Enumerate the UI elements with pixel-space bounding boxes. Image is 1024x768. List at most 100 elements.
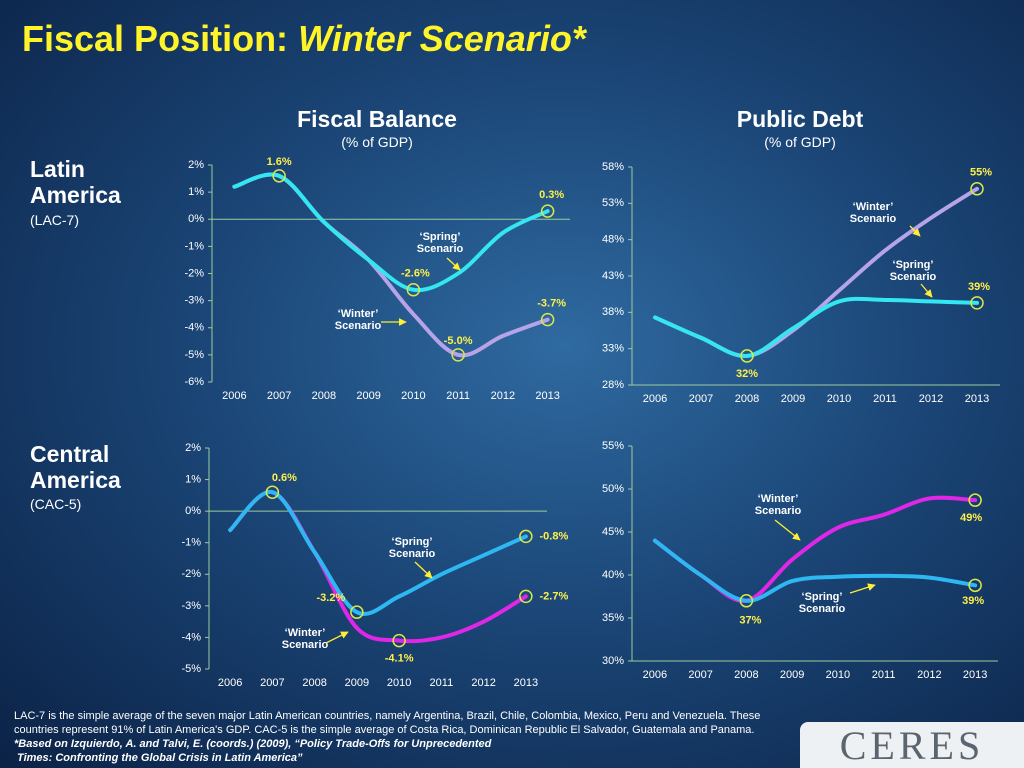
line-series (232, 172, 550, 293)
line-series (652, 538, 978, 603)
x-tick-label: 2010 (387, 677, 411, 689)
data-label: 55% (970, 167, 992, 179)
point-marker (519, 589, 533, 604)
x-tick-label: 2007 (688, 669, 712, 681)
x-tick-label: 2008 (734, 669, 758, 681)
line-series (228, 490, 528, 644)
x-tick-label: 2013 (965, 393, 989, 405)
row-title: Latin America (30, 156, 121, 208)
x-tick-label: 2010 (826, 669, 850, 681)
line-series (652, 495, 978, 603)
x-tick-label: 2011 (873, 393, 897, 405)
annotation: Scenario (890, 271, 937, 283)
x-tick-label: 2009 (781, 393, 805, 405)
data-label: 1.6% (267, 156, 292, 168)
footnote-source: Times: Confronting the Global Crisis in … (14, 752, 303, 764)
title-text: Fiscal Position: (22, 18, 289, 59)
x-tick-label: 2013 (963, 669, 987, 681)
data-label: -4.1% (385, 652, 414, 664)
line-series (232, 172, 550, 358)
y-tick-label: -5% (184, 349, 204, 361)
point-marker (392, 633, 406, 648)
y-tick-label: 58% (602, 161, 624, 173)
y-tick-label: 53% (602, 197, 624, 209)
column-title: Fiscal Balance (297, 106, 457, 132)
point-marker (968, 493, 982, 507)
x-tick-label: 2008 (312, 390, 336, 402)
x-tick-label: 2006 (643, 669, 667, 681)
y-tick-label: -3% (181, 600, 201, 612)
x-tick-label: 2007 (260, 677, 284, 689)
annotation: ‘Spring’ (893, 259, 934, 271)
column-subtitle: (% of GDP) (764, 134, 836, 150)
data-label: 0.3% (539, 189, 564, 201)
data-label: -5.0% (444, 335, 473, 347)
annotation: ‘Winter’ (853, 201, 894, 213)
data-label: 39% (962, 595, 984, 607)
row-title: Central America (30, 441, 121, 493)
column-subtitle: (% of GDP) (341, 134, 413, 150)
x-tick-label: 2010 (827, 393, 851, 405)
y-tick-label: -6% (184, 376, 204, 388)
y-tick-label: 1% (188, 186, 204, 198)
annotation-arrow (849, 583, 876, 594)
x-tick-label: 2006 (222, 390, 246, 402)
footnote-text: LAC-7 is the simple average of the seven… (14, 710, 761, 736)
data-label: -0.8% (540, 530, 569, 542)
y-tick-label: 45% (602, 526, 624, 538)
y-tick-label: 28% (602, 379, 624, 391)
x-tick-label: 2013 (535, 390, 559, 402)
x-tick-label: 2011 (872, 669, 896, 681)
y-tick-label: -2% (181, 568, 201, 580)
data-label: 32% (736, 368, 758, 380)
row-subtitle: (LAC-7) (30, 212, 80, 228)
annotation-arrow (920, 283, 933, 298)
x-tick-label: 2011 (446, 390, 470, 402)
annotation: ‘Winter’ (758, 493, 799, 505)
point-marker (739, 594, 754, 608)
x-tick-label: 2010 (401, 390, 425, 402)
annotation: ‘Spring’ (392, 536, 433, 548)
x-tick-label: 2012 (491, 390, 515, 402)
slide-title: Fiscal Position: Winter Scenario* (22, 18, 586, 60)
x-tick-label: 2006 (218, 677, 242, 689)
point-marker (540, 312, 555, 327)
annotation-arrow (909, 225, 921, 237)
point-marker (519, 529, 533, 544)
row-subtitle: (CAC-5) (30, 496, 82, 512)
y-tick-label: 40% (602, 569, 624, 581)
x-tick-label: 2011 (430, 677, 454, 689)
data-label: -2.7% (540, 590, 569, 602)
annotation: ‘Winter’ (338, 308, 379, 320)
y-tick-label: -3% (184, 295, 204, 307)
point-marker (970, 296, 984, 310)
annotation-arrow (774, 519, 801, 541)
x-tick-label: 2009 (356, 390, 380, 402)
annotation: Scenario (799, 603, 846, 615)
x-tick-label: 2006 (643, 393, 667, 405)
y-tick-label: 2% (188, 159, 204, 171)
data-label: -3.7% (537, 298, 566, 310)
y-tick-label: 0% (185, 505, 201, 517)
x-tick-label: 2008 (735, 393, 759, 405)
point-marker (406, 283, 421, 297)
point-marker (272, 169, 286, 183)
x-tick-label: 2013 (514, 677, 538, 689)
y-tick-label: 1% (185, 473, 201, 485)
point-marker (265, 485, 280, 499)
title-emphasis: Winter Scenario* (298, 18, 586, 59)
annotation-arrow (414, 561, 433, 579)
point-marker (968, 578, 982, 593)
x-tick-label: 2012 (471, 677, 495, 689)
x-tick-label: 2007 (689, 393, 713, 405)
annotation: Scenario (850, 213, 897, 225)
y-tick-label: 48% (602, 234, 624, 246)
y-tick-label: -1% (181, 537, 201, 549)
data-label: 39% (968, 281, 990, 293)
footnote: LAC-7 is the simple average of the seven… (14, 709, 804, 765)
annotation: Scenario (389, 548, 436, 560)
y-tick-label: 35% (602, 612, 624, 624)
point-marker (540, 204, 555, 218)
